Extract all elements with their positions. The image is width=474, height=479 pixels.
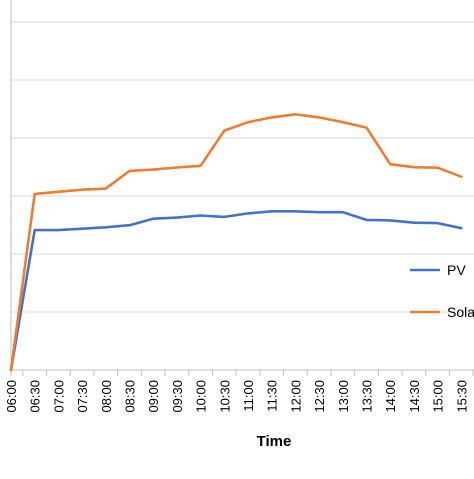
x-tick-label: 15:30 xyxy=(454,380,469,413)
series-line-solar xyxy=(9,113,463,372)
x-tick-label: 06:00 xyxy=(4,380,19,413)
x-tick-label: 14:00 xyxy=(383,380,398,413)
legend-label-solar: Solar xyxy=(447,304,474,320)
legend-label-pv: PV xyxy=(447,262,466,278)
x-tick-label: 08:00 xyxy=(99,380,114,413)
x-tick-label: 13:00 xyxy=(336,380,351,413)
series-lines xyxy=(9,113,463,372)
x-tick-label: 10:00 xyxy=(194,380,209,413)
x-axis-title: Time xyxy=(257,433,292,450)
x-tick-labels: 06:00 06:30 07:00 07:30 08:00 08:30 09:00 09:30… xyxy=(4,380,469,413)
x-tick-label: 09:30 xyxy=(170,380,185,413)
x-tick-label: 08:30 xyxy=(123,380,138,413)
series-line-pv xyxy=(9,210,463,372)
x-tick-label: 15:00 xyxy=(431,380,446,413)
gridlines xyxy=(11,21,474,313)
x-tick-label: 06:30 xyxy=(28,380,43,413)
x-tick-label: 07:30 xyxy=(75,380,90,413)
x-tick-label: 11:30 xyxy=(265,380,280,412)
x-tick-label: 13:30 xyxy=(360,380,375,413)
x-tick-label: 11:00 xyxy=(241,380,256,412)
legend: PV Solar xyxy=(410,262,474,320)
x-tick-label: 10:30 xyxy=(217,380,232,413)
x-tick-label: 12:00 xyxy=(288,380,303,413)
x-tick-label: 07:00 xyxy=(51,380,66,413)
x-tick-label: 14:30 xyxy=(407,380,422,413)
axes xyxy=(10,0,474,376)
x-tick-label: 09:00 xyxy=(146,380,161,413)
x-tick-label: 12:30 xyxy=(312,380,327,413)
